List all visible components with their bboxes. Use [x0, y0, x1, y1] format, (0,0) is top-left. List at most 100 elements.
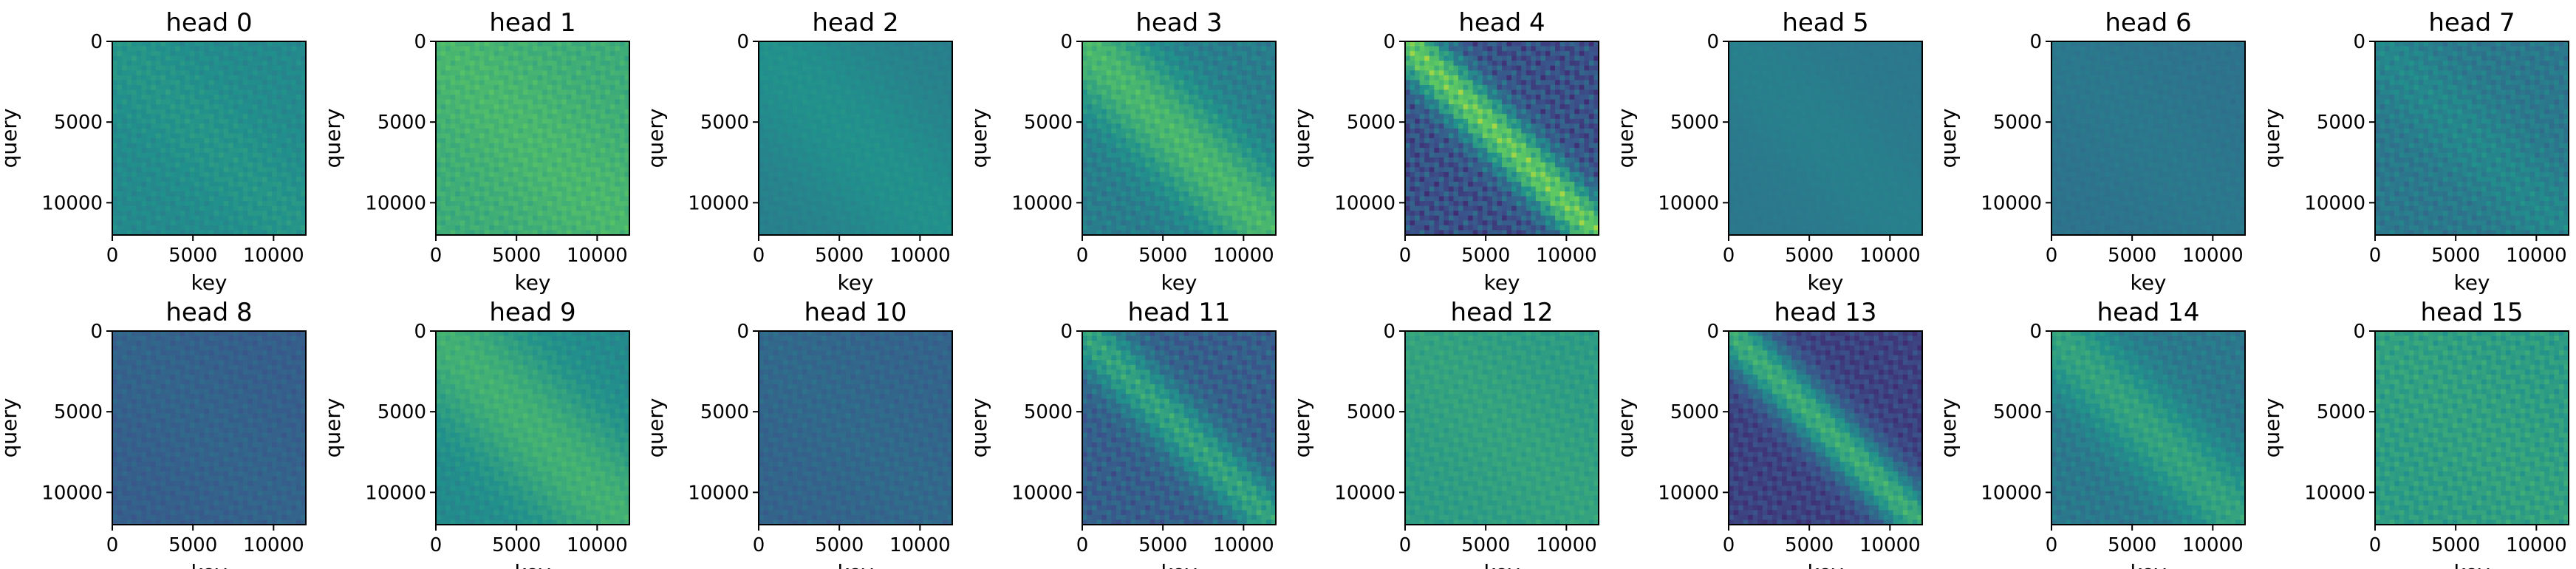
heatmap-cell — [287, 182, 292, 187]
heatmap-cell — [185, 109, 190, 115]
heatmap-cell — [137, 187, 142, 192]
heatmap-cell — [504, 109, 509, 115]
heatmap-cell — [586, 211, 591, 216]
heatmap-cell — [291, 114, 296, 119]
heatmap-cell — [247, 211, 253, 216]
heatmap-cell — [122, 167, 127, 172]
heatmap-cell — [561, 206, 567, 211]
heatmap-cell — [219, 41, 224, 47]
heatmap-cell — [209, 95, 214, 100]
heatmap-cell — [610, 61, 615, 66]
heatmap-cell — [581, 119, 587, 124]
heatmap-cell — [586, 51, 591, 56]
heatmap-cell — [499, 153, 504, 158]
heatmap-cell — [281, 138, 287, 143]
heatmap-cell — [131, 51, 137, 56]
heatmap-cell — [146, 109, 151, 115]
heatmap-cell — [561, 216, 567, 221]
heatmap-cell — [436, 85, 441, 90]
heatmap-cell — [175, 129, 180, 134]
heatmap-cell — [247, 133, 253, 138]
heatmap-cell — [151, 182, 156, 187]
heatmap-cell — [161, 187, 166, 192]
heatmap-cell — [209, 167, 214, 172]
heatmap-cell — [131, 129, 137, 134]
heatmap-cell — [165, 138, 171, 143]
heatmap-cell — [175, 187, 180, 192]
heatmap-cell — [586, 47, 591, 52]
heatmap-cell — [194, 211, 199, 216]
heatmap-cell — [504, 80, 509, 85]
heatmap-cell — [175, 216, 180, 221]
heatmap-cell — [243, 172, 248, 177]
heatmap-cell — [180, 80, 185, 85]
heatmap-cell — [455, 70, 460, 75]
heatmap-cell — [571, 129, 576, 134]
heatmap-cell — [485, 201, 490, 206]
heatmap-cell — [224, 129, 229, 134]
y-tick-label: 10000 — [41, 192, 103, 214]
heatmap-cell — [586, 220, 591, 225]
heatmap-cell — [567, 104, 572, 109]
heatmap-cell — [451, 191, 456, 197]
heatmap-cell — [219, 85, 224, 90]
heatmap-cell — [538, 75, 543, 81]
heatmap-cell — [291, 129, 296, 134]
heatmap-cell — [620, 143, 625, 149]
heatmap-cell — [117, 47, 123, 52]
heatmap-cell — [460, 123, 465, 129]
heatmap-cell — [247, 216, 253, 221]
heatmap-cell — [557, 187, 562, 192]
heatmap-cell — [479, 51, 485, 56]
heatmap-cell — [485, 191, 490, 197]
heatmap-cell — [586, 80, 591, 85]
heatmap-cell — [571, 182, 576, 187]
heatmap-cell — [151, 114, 156, 119]
heatmap-cell — [180, 70, 185, 75]
heatmap-cell — [146, 90, 151, 95]
heatmap-cell — [445, 172, 451, 177]
heatmap-cell — [445, 157, 451, 163]
heatmap-cell — [228, 148, 233, 153]
heatmap-cell — [291, 153, 296, 158]
heatmap-cell — [281, 157, 287, 163]
heatmap-cell — [494, 129, 499, 134]
heatmap-cell — [485, 211, 490, 216]
heatmap-cell — [253, 182, 258, 187]
heatmap-cell — [445, 66, 451, 71]
heatmap-cell — [567, 100, 572, 105]
heatmap-cell — [547, 143, 553, 149]
heatmap-cell — [141, 61, 146, 66]
heatmap-cell — [253, 148, 258, 153]
heatmap-cell — [224, 167, 229, 172]
heatmap-cell — [441, 41, 446, 47]
heatmap-cell — [567, 172, 572, 177]
heatmap-cell — [527, 66, 533, 71]
heatmap-cell — [156, 225, 161, 231]
heatmap-cell — [455, 206, 460, 211]
heatmap-cell — [228, 157, 233, 163]
heatmap-cell — [499, 138, 504, 143]
heatmap-cell — [214, 163, 219, 168]
heatmap-cell — [161, 56, 166, 61]
heatmap-cell — [595, 172, 601, 177]
heatmap-cell — [533, 41, 538, 47]
heatmap-cell — [258, 177, 263, 182]
heatmap-cell — [137, 206, 142, 211]
heatmap-cell — [499, 104, 504, 109]
heatmap-cell — [489, 109, 494, 115]
heatmap-cell — [122, 187, 127, 192]
heatmap-cell — [542, 216, 547, 221]
heatmap-cell — [465, 56, 470, 61]
heatmap-cell — [571, 220, 576, 225]
heatmap-cell — [547, 225, 553, 231]
heatmap-cell — [185, 172, 190, 177]
heatmap-cell — [485, 109, 490, 115]
heatmap-cell — [489, 157, 494, 163]
heatmap-cell — [185, 138, 190, 143]
heatmap-cell — [180, 56, 185, 61]
heatmap-cell — [127, 220, 132, 225]
heatmap-cell — [508, 197, 513, 202]
heatmap-cell — [523, 133, 528, 138]
heatmap-cell — [601, 153, 606, 158]
